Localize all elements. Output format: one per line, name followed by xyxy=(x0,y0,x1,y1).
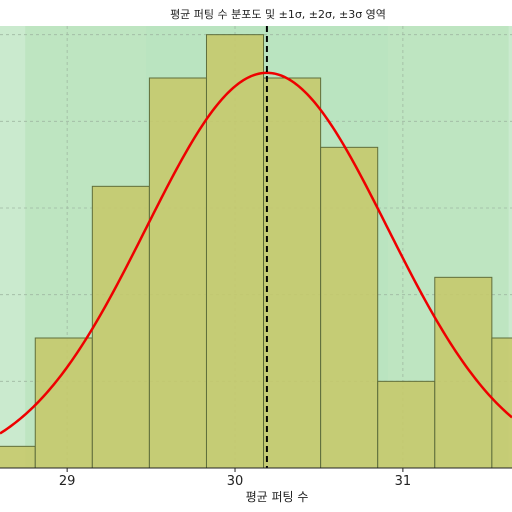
histogram-bar xyxy=(34,337,93,469)
chart-title: 평균 퍼팅 수 분포도 및 ±1σ, ±2σ, ±3σ 영역 xyxy=(170,8,386,21)
histogram-bar xyxy=(377,380,436,469)
x-axis-label: 평균 퍼팅 수 xyxy=(246,490,309,504)
histogram-bar xyxy=(263,77,322,469)
x-tick-label: 31 xyxy=(395,474,412,489)
histogram-bar xyxy=(491,337,512,469)
normal-curve xyxy=(0,71,512,435)
x-tick-label: 29 xyxy=(59,474,76,489)
histogram-bar xyxy=(434,276,493,469)
x-tick-label: 30 xyxy=(227,474,244,489)
histogram-bar xyxy=(0,445,36,469)
histogram-bar xyxy=(148,77,207,469)
histogram-bar xyxy=(320,146,379,469)
histogram-bar xyxy=(205,34,265,469)
x-ticks: 29 30 31 xyxy=(59,468,411,489)
histogram-bar xyxy=(91,185,150,469)
